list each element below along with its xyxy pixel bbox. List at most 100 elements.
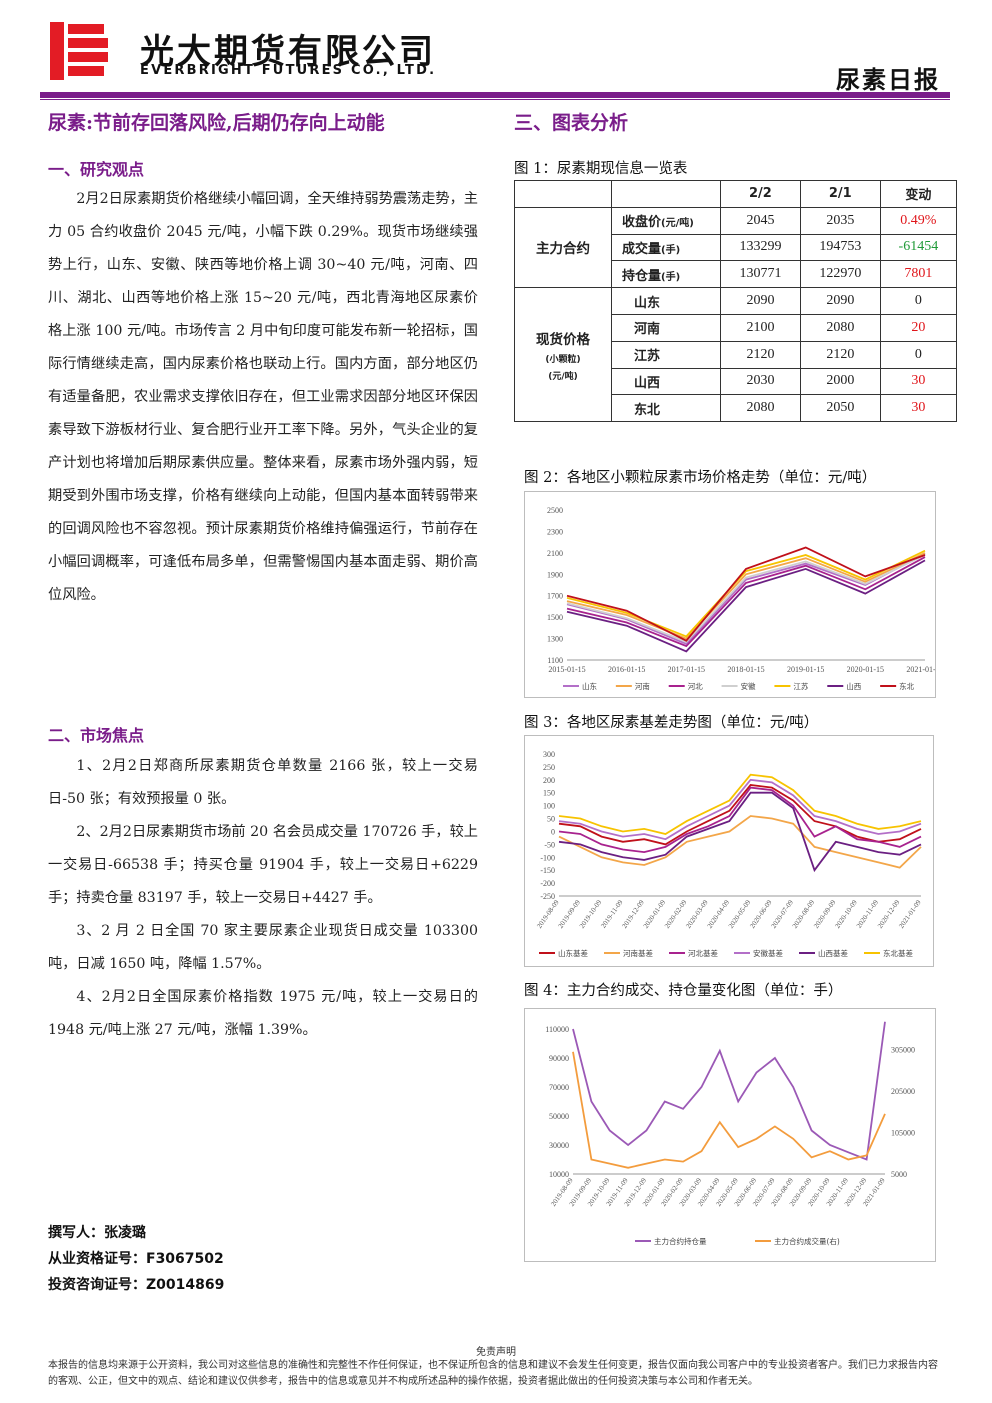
fig1-caption: 图 1：尿素期现信息一览表 [514,161,688,177]
legend-label: 山东基差 [558,948,588,958]
report-type: 尿素日报 [836,65,940,94]
legend-label: 河南基差 [623,948,653,958]
row-label: 成交量(手) [611,233,721,262]
y-tick-label: 2100 [547,549,563,558]
y-tick-label: -150 [540,866,555,875]
x-tick-label: 2019-01-15 [787,665,824,674]
cell-value: 194753 [799,233,881,262]
cell-value: 2045 [720,206,801,235]
cell-value: 2030 [720,367,801,396]
market-focus-list: 1、2月2日郑商所尿素期货仓单数量 2166 张，较上一交易日-50 张；有效预… [48,750,478,1047]
cell-change: -61454 [879,233,958,262]
legend-label: 主力合约持仓量 [654,1236,707,1246]
y-tick-label: 2300 [547,527,563,536]
legend-label: 山东 [582,681,597,691]
legend-label: 河南 [635,681,650,691]
table-row: 成交量(手) 133299 194753 -61454 [515,233,958,262]
cell-value: 2090 [799,287,881,315]
cell-change: 20 [879,313,958,342]
fig2-caption: 图 2：各地区小颗粒尿素市场价格走势（单位：元/吨） [524,470,877,486]
cell-value: 2120 [799,340,881,369]
y-tick-label: 1100 [547,656,563,665]
col-header: 2/1 [799,180,881,208]
basis-trend-chart: -250-200-150-100-50050100150200250300201… [535,750,923,958]
y-tick-label: 300 [543,750,555,759]
legend-label: 东北 [899,681,915,691]
y-tick-label: 30000 [549,1141,569,1150]
col-header: 变动 [879,180,958,208]
cell-change: 0.49% [879,206,958,235]
y-tick-label: 70000 [549,1083,569,1092]
fig4-caption: 图 4：主力合约成交、持仓量变化图（单位：手） [524,983,843,999]
row-label: 江苏 [611,340,721,369]
price-trend-chart: 1100 1300 1500 1700 1900 2100 2300 2500 2015-01-… [547,506,944,691]
summary-table: 2/2 2/1 变动 主力合约 收盘价(元/吨) 2045 2035 0.49%… [514,180,958,423]
y-tick-label: 1500 [547,613,563,622]
series-line [558,791,922,873]
cell-change: 0 [879,287,958,315]
y-tick-label: 50 [547,815,555,824]
y-tick-label: 1900 [547,570,563,579]
author-block: 撰写人：张凌璐 从业资格证号：F3067502 投资咨询证号：Z0014869 [48,1220,224,1298]
series-line [558,786,922,854]
y2-tick-label: 205000 [891,1087,915,1096]
series-line [566,546,926,642]
cell-value: 2000 [799,367,881,396]
consulting-label: 投资咨询证号： [48,1277,146,1293]
cell-value: 2100 [720,313,801,342]
group-label-spot-price: 现货价格 (小颗粒) (元/吨) [514,287,612,423]
series-line [566,552,926,640]
row-label: 收盘价(元/吨) [611,206,721,235]
cell-value: 2050 [799,394,881,423]
y-tick-label: 200 [543,776,555,785]
x-tick-label: 2021-01-09 [897,898,923,930]
y-tick-label: 100 [543,802,555,811]
company-name-cn: 光大期货有限公司 [140,32,436,72]
company-logo [50,22,112,80]
header-divider-thin [40,99,950,100]
volume-oi-chart: 10000 30000 50000 70000 90000 110000 5000 10500… [545,1021,915,1246]
focus-item: 3、2 月 2 日全国 70 家主要尿素企业现货日成交量 103300 吨，日减… [48,923,478,972]
table-row: 山西 2030 2000 30 [515,367,958,396]
y-tick-label: 2500 [547,506,563,515]
cell-value: 2035 [799,206,881,235]
table-row: 现货价格 (小颗粒) (元/吨) 山东 2090 2090 0 [514,287,958,423]
table-header-row: 2/2 2/1 变动 [514,180,958,208]
x-tick-label: 2016-01-15 [608,665,645,674]
series-line [566,559,926,653]
qualification-label: 从业资格证号： [48,1251,146,1267]
y-tick-label: 90000 [549,1054,569,1063]
series-line [558,815,922,869]
y-tick-label: 150 [543,789,555,798]
row-label: 河南 [611,313,721,342]
y-tick-label: -100 [540,853,555,862]
row-label: 东北 [611,394,721,423]
cell-change: 0 [879,340,958,369]
table-row: 河南 2100 2080 20 [515,313,958,342]
y-tick-label: 0 [551,827,555,836]
section3-title: 三、图表分析 [514,112,629,134]
focus-item: 2、2月2日尿素期货市场前 20 名会员成交量 170726 手，较上一交易日-… [48,824,478,906]
row-label: 山东 [611,287,721,315]
cell-value: 2090 [720,287,801,315]
series-line [558,784,922,846]
author-name: 张凌璐 [104,1225,146,1241]
qualification-number: F3067502 [146,1251,224,1267]
cell-value: 2080 [799,313,881,342]
table-row: 持仓量(手) 130771 122970 7801 [515,260,958,289]
cell-value: 133299 [720,233,801,262]
series-line [566,553,926,645]
cell-value: 122970 [799,260,881,289]
fig4-chart-frame: 10000 30000 50000 70000 90000 110000 5000 10500… [524,1008,936,1262]
cell-change: 30 [879,367,958,396]
fig2-chart-frame: 1100 1300 1500 1700 1900 2100 2300 2500 2015-01-… [524,491,944,698]
table-corner [514,180,612,208]
x-tick-label: 2015-01-15 [548,665,585,674]
legend-label: 安徽 [741,681,756,691]
y-tick-label: 1700 [547,592,563,601]
legend-label: 山西 [846,681,861,691]
y2-tick-label: 105000 [891,1129,915,1138]
cell-value: 2120 [720,340,801,369]
disclaimer-title: 免责声明 [476,1347,516,1358]
group-label-main-contract: 主力合约 [514,206,612,289]
